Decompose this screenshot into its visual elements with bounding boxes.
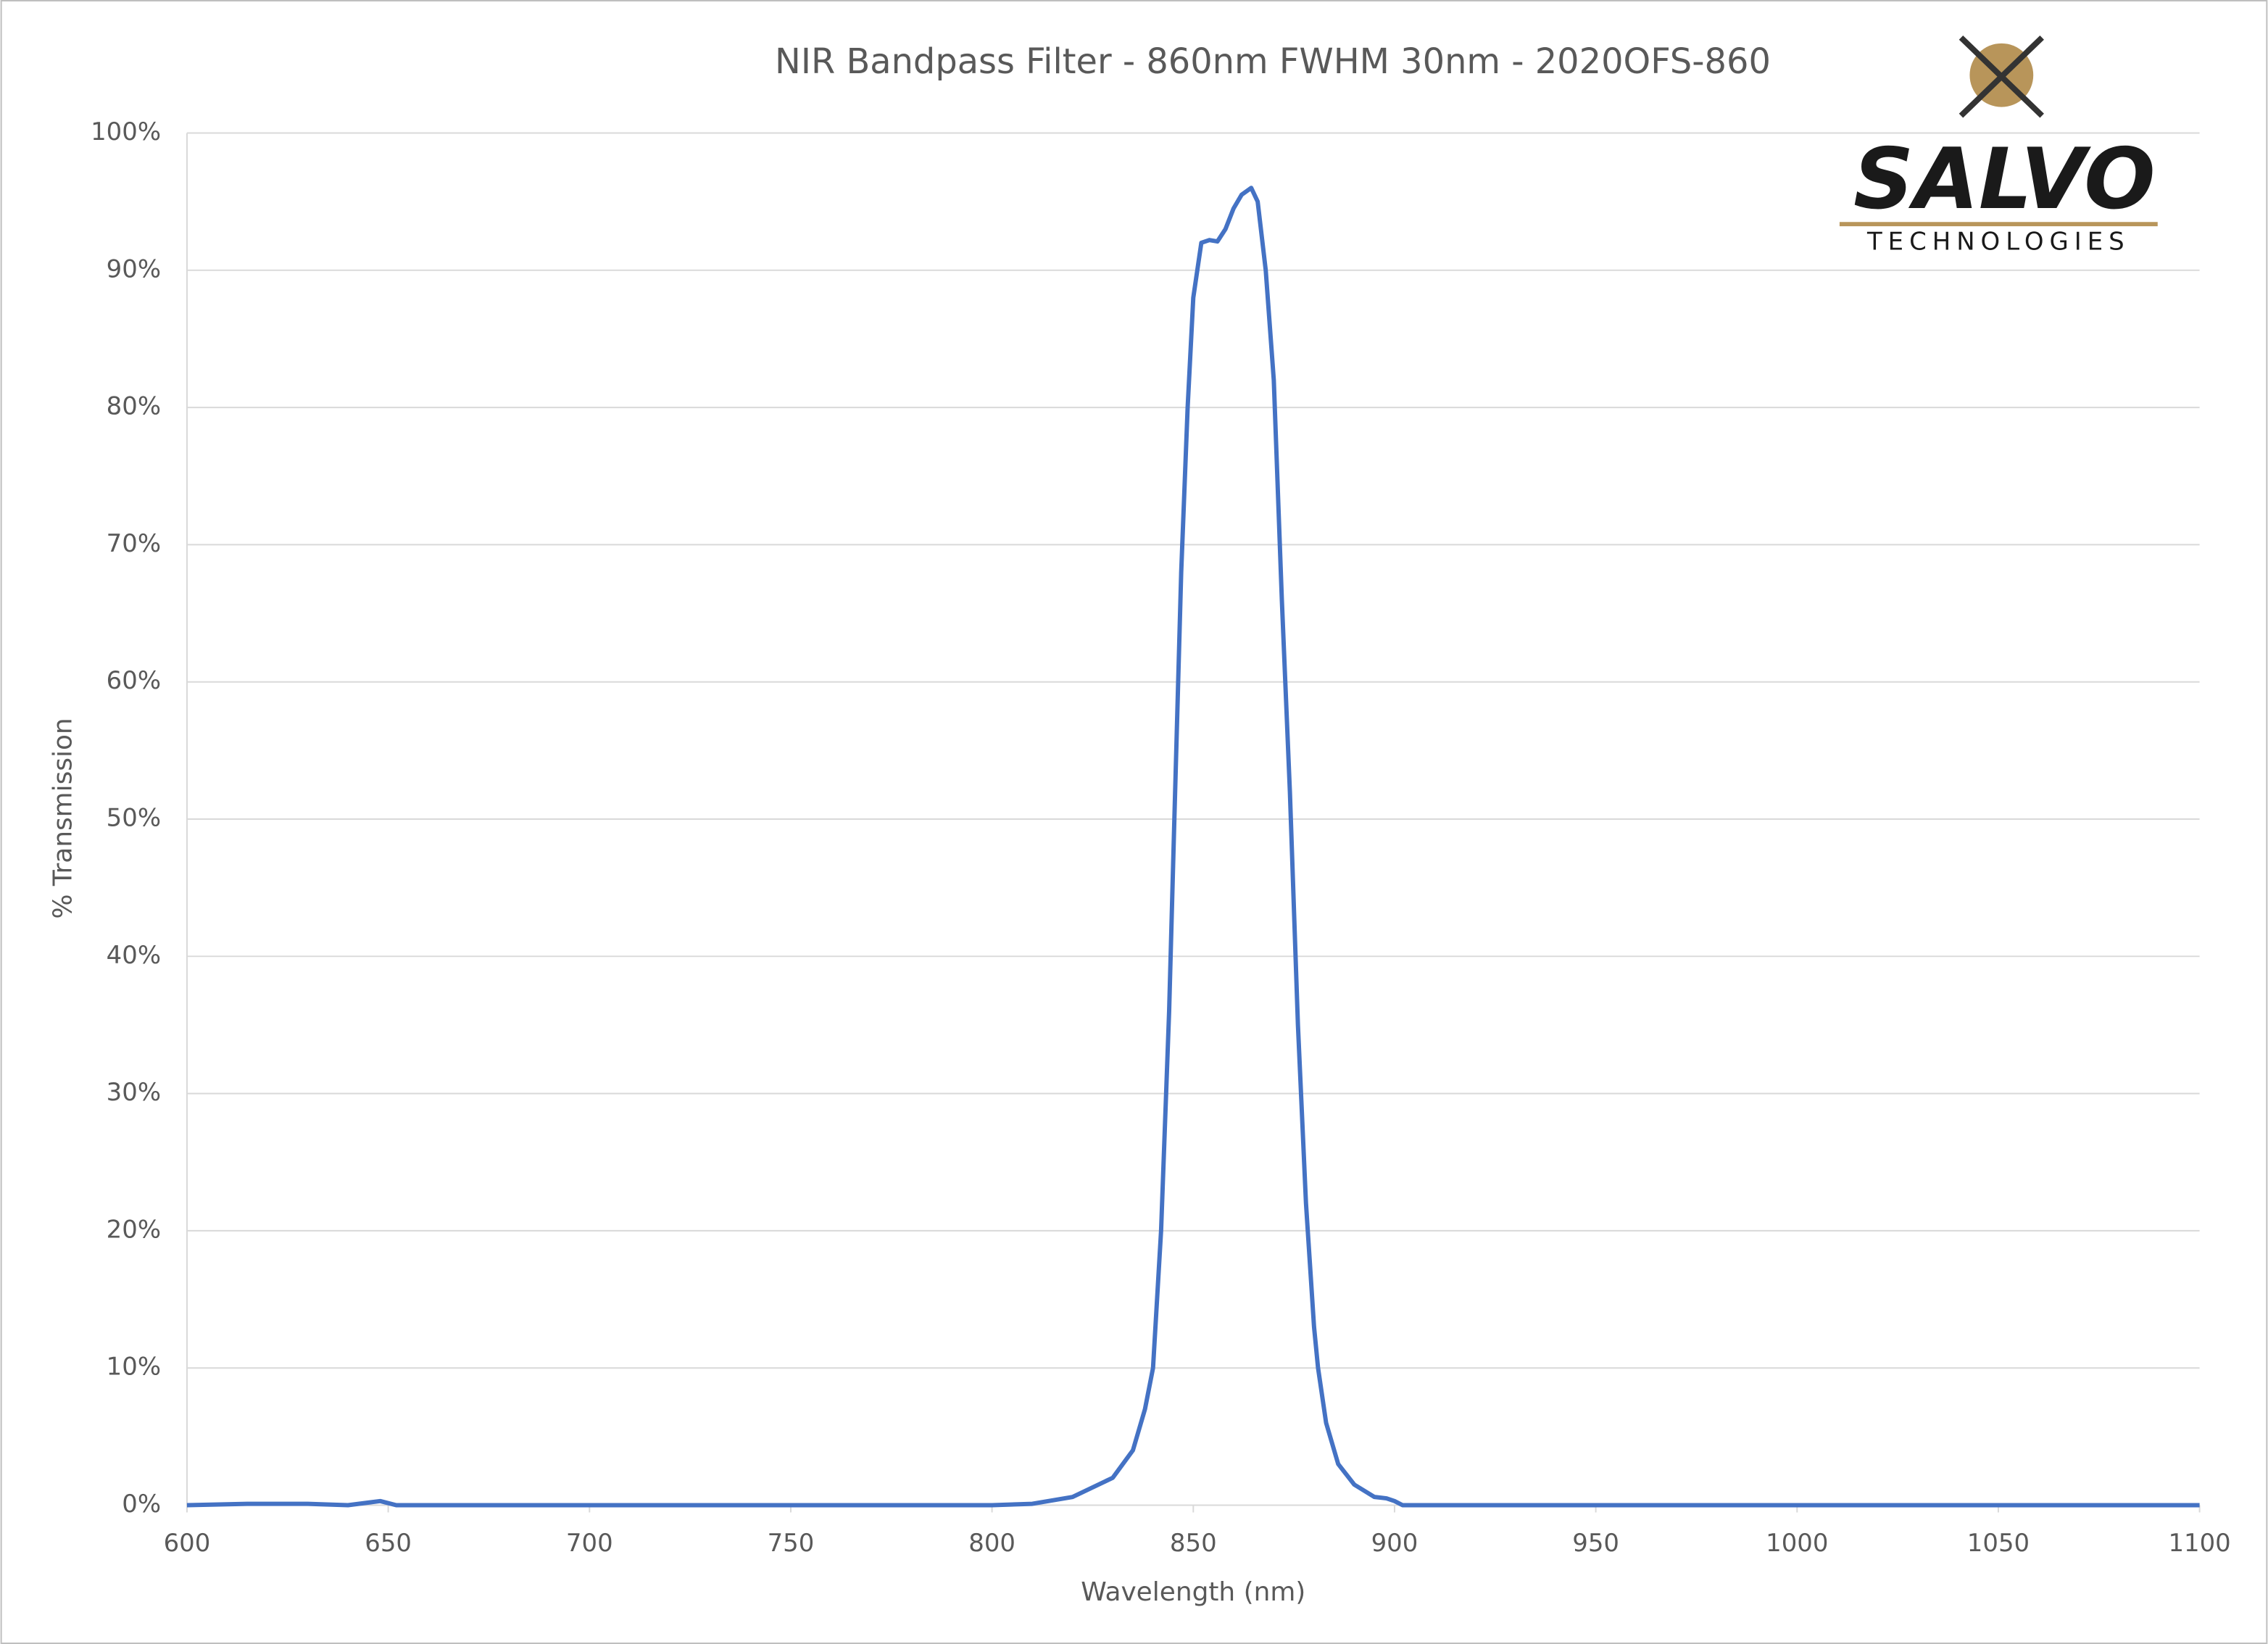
y-tick-label: 60% [107,666,161,694]
y-tick-label: 20% [107,1215,161,1243]
logo: SALVO TECHNOLOGIES [1839,35,2158,256]
x-tick-label: 700 [566,1529,613,1557]
x-tick-label: 750 [768,1529,815,1557]
series-line [186,186,2200,1508]
y-axis-label: % Transmission [48,718,78,918]
y-tick-label: 70% [107,529,161,557]
y-tick-label: 50% [107,804,161,832]
x-tick-label: 950 [1572,1529,1619,1557]
y-tick-label: 80% [107,392,161,420]
y-tick-label: 30% [107,1078,161,1106]
x-tick-label: 650 [365,1529,412,1557]
x-axis-label: Wavelength (nm) [1081,1577,1305,1607]
y-tick-label: 0% [122,1490,161,1518]
logo-tagline: TECHNOLOGIES [1866,228,2130,256]
logo-stroke [1958,35,2044,118]
y-tick-label: 90% [107,254,161,283]
y-tick-label: 100% [91,117,161,146]
y-tick-label: 40% [107,941,161,969]
x-tick-label: 1050 [1967,1529,2030,1557]
x-tick-label: 1100 [2168,1529,2230,1557]
x-tick-label: 1000 [1766,1529,1828,1557]
chart-title: NIR Bandpass Filter - 860nm FWHM 30nm - … [775,42,1771,82]
x-tick-label: 900 [1371,1529,1418,1557]
x-tick-label: 850 [1170,1529,1217,1557]
logo-name: SALVO [1853,131,2156,228]
x-tick-label: 800 [968,1529,1015,1557]
y-tick-label: 10% [107,1353,161,1381]
x-tick-label: 600 [164,1529,211,1557]
